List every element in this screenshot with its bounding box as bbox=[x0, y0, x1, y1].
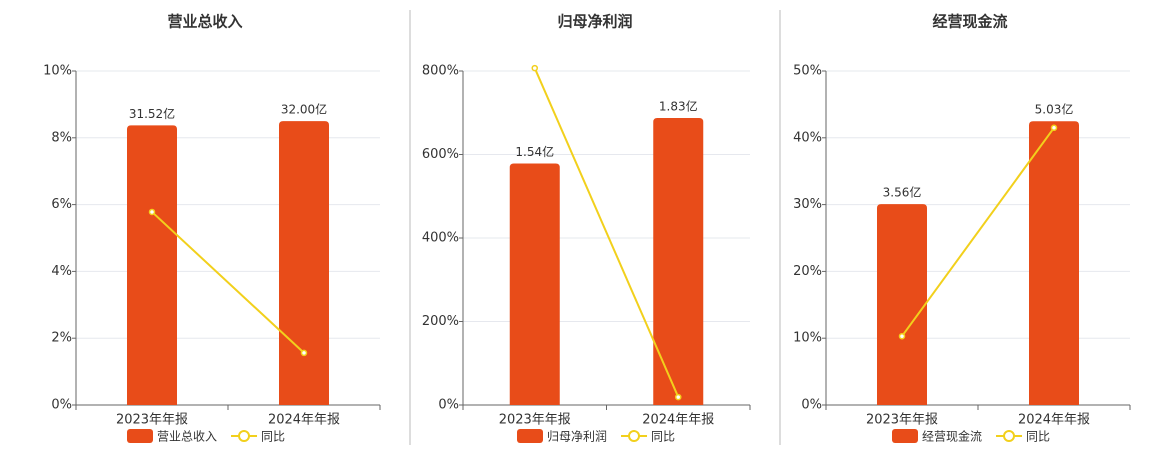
y-tick-label: 0% bbox=[801, 398, 822, 413]
bar bbox=[877, 204, 927, 405]
y-tick-label: 0% bbox=[438, 398, 459, 413]
bar bbox=[127, 125, 177, 406]
line bbox=[901, 127, 1055, 337]
y-tick-label: 2% bbox=[51, 331, 72, 346]
value-label: 32.00亿 bbox=[281, 102, 327, 117]
y-tick-label: 200% bbox=[422, 314, 459, 329]
legend-label: 同比 bbox=[651, 430, 675, 444]
line-point bbox=[148, 208, 156, 216]
legend-swatch bbox=[127, 429, 153, 443]
value-label: 1.83亿 bbox=[659, 99, 698, 114]
value-label: 5.03亿 bbox=[1035, 102, 1074, 117]
chart-title: 经营现金流 bbox=[932, 13, 1007, 31]
y-tick-label: 6% bbox=[51, 197, 72, 212]
legend-label: 营业总收入 bbox=[157, 430, 217, 444]
y-tick-label: 40% bbox=[793, 130, 822, 145]
y-tick-label: 0% bbox=[51, 398, 72, 413]
bar bbox=[279, 121, 329, 405]
legend-swatch bbox=[892, 429, 918, 443]
legend-label: 归母净利润 bbox=[547, 430, 607, 444]
y-tick-label: 30% bbox=[793, 197, 822, 212]
line-point bbox=[898, 332, 906, 340]
chart-title: 营业总收入 bbox=[167, 13, 242, 31]
legend-label: 同比 bbox=[1026, 430, 1050, 444]
x-tick-label: 2024年年报 bbox=[1018, 413, 1090, 428]
legend-label: 同比 bbox=[261, 430, 285, 444]
y-tick-label: 4% bbox=[51, 264, 72, 279]
chart-title: 归母净利润 bbox=[557, 13, 632, 31]
value-label: 3.56亿 bbox=[883, 185, 922, 200]
y-tick-label: 8% bbox=[51, 130, 72, 145]
legend-swatch bbox=[517, 429, 543, 443]
value-label: 31.52亿 bbox=[129, 106, 175, 121]
line-point bbox=[300, 349, 308, 357]
y-tick-label: 10% bbox=[793, 331, 822, 346]
y-tick-label: 50% bbox=[793, 64, 822, 79]
y-tick-label: 800% bbox=[422, 64, 459, 79]
line-point bbox=[531, 64, 538, 72]
x-tick-label: 2023年年报 bbox=[499, 413, 571, 428]
legend-swatch bbox=[238, 430, 251, 442]
x-tick-label: 2023年年报 bbox=[866, 413, 938, 428]
legend-label: 经营现金流 bbox=[922, 429, 982, 444]
legend-swatch bbox=[628, 430, 641, 442]
y-tick-label: 10% bbox=[43, 64, 72, 79]
line bbox=[533, 67, 680, 398]
x-tick-label: 2023年年报 bbox=[116, 413, 188, 428]
y-tick-label: 600% bbox=[422, 147, 459, 162]
y-tick-label: 400% bbox=[422, 231, 459, 246]
line bbox=[151, 211, 305, 354]
bar bbox=[653, 118, 704, 406]
line-point bbox=[1050, 124, 1058, 132]
bar bbox=[509, 163, 560, 405]
y-tick-label: 20% bbox=[793, 264, 822, 279]
x-tick-label: 2024年年报 bbox=[642, 413, 714, 428]
line-point bbox=[675, 393, 682, 401]
x-tick-label: 2024年年报 bbox=[268, 413, 340, 428]
value-label: 1.54亿 bbox=[515, 144, 554, 159]
legend-swatch bbox=[1003, 430, 1016, 442]
bar bbox=[1029, 121, 1079, 406]
